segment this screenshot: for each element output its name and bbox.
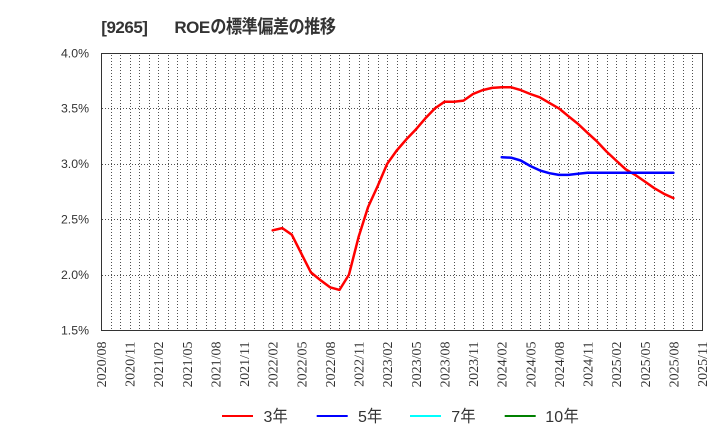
svg-text:2021/02: 2021/02: [152, 342, 167, 388]
svg-text:2025/02: 2025/02: [610, 342, 625, 388]
svg-text:2024/11: 2024/11: [582, 342, 597, 387]
svg-text:2021/11: 2021/11: [238, 342, 253, 387]
svg-text:2022/11: 2022/11: [353, 342, 368, 387]
svg-text:2025/11: 2025/11: [696, 342, 711, 387]
svg-text:3: 3: [264, 409, 273, 426]
svg-text:4.0%: 4.0%: [61, 46, 89, 60]
svg-text:3.0%: 3.0%: [61, 157, 89, 171]
svg-text:2022/08: 2022/08: [324, 342, 339, 388]
svg-text:3.5%: 3.5%: [61, 102, 89, 116]
svg-text:2021/08: 2021/08: [210, 342, 225, 388]
svg-text:2023/05: 2023/05: [410, 342, 425, 388]
svg-text:2023/08: 2023/08: [438, 342, 453, 388]
svg-text:2025/05: 2025/05: [639, 342, 654, 388]
svg-text:ROE: ROE: [174, 18, 210, 37]
svg-text:2.5%: 2.5%: [61, 213, 89, 227]
svg-text:2023/11: 2023/11: [467, 342, 482, 387]
svg-text:[9265]: [9265]: [101, 18, 147, 37]
svg-text:10: 10: [545, 409, 563, 426]
svg-text:2022/02: 2022/02: [267, 342, 282, 388]
svg-text:2025/08: 2025/08: [667, 342, 682, 388]
svg-text:2022/05: 2022/05: [295, 342, 310, 388]
svg-text:2.0%: 2.0%: [61, 268, 89, 282]
svg-text:2024/05: 2024/05: [524, 342, 539, 388]
svg-text:2024/02: 2024/02: [496, 342, 511, 388]
svg-text:2020/08: 2020/08: [95, 342, 110, 388]
svg-text:5: 5: [358, 409, 367, 426]
svg-text:2023/02: 2023/02: [381, 342, 396, 388]
svg-text:2024/08: 2024/08: [553, 342, 568, 388]
svg-text:2021/05: 2021/05: [181, 342, 196, 388]
svg-text:2020/11: 2020/11: [124, 342, 139, 387]
svg-text:1.5%: 1.5%: [61, 323, 89, 337]
svg-text:7: 7: [451, 409, 460, 426]
